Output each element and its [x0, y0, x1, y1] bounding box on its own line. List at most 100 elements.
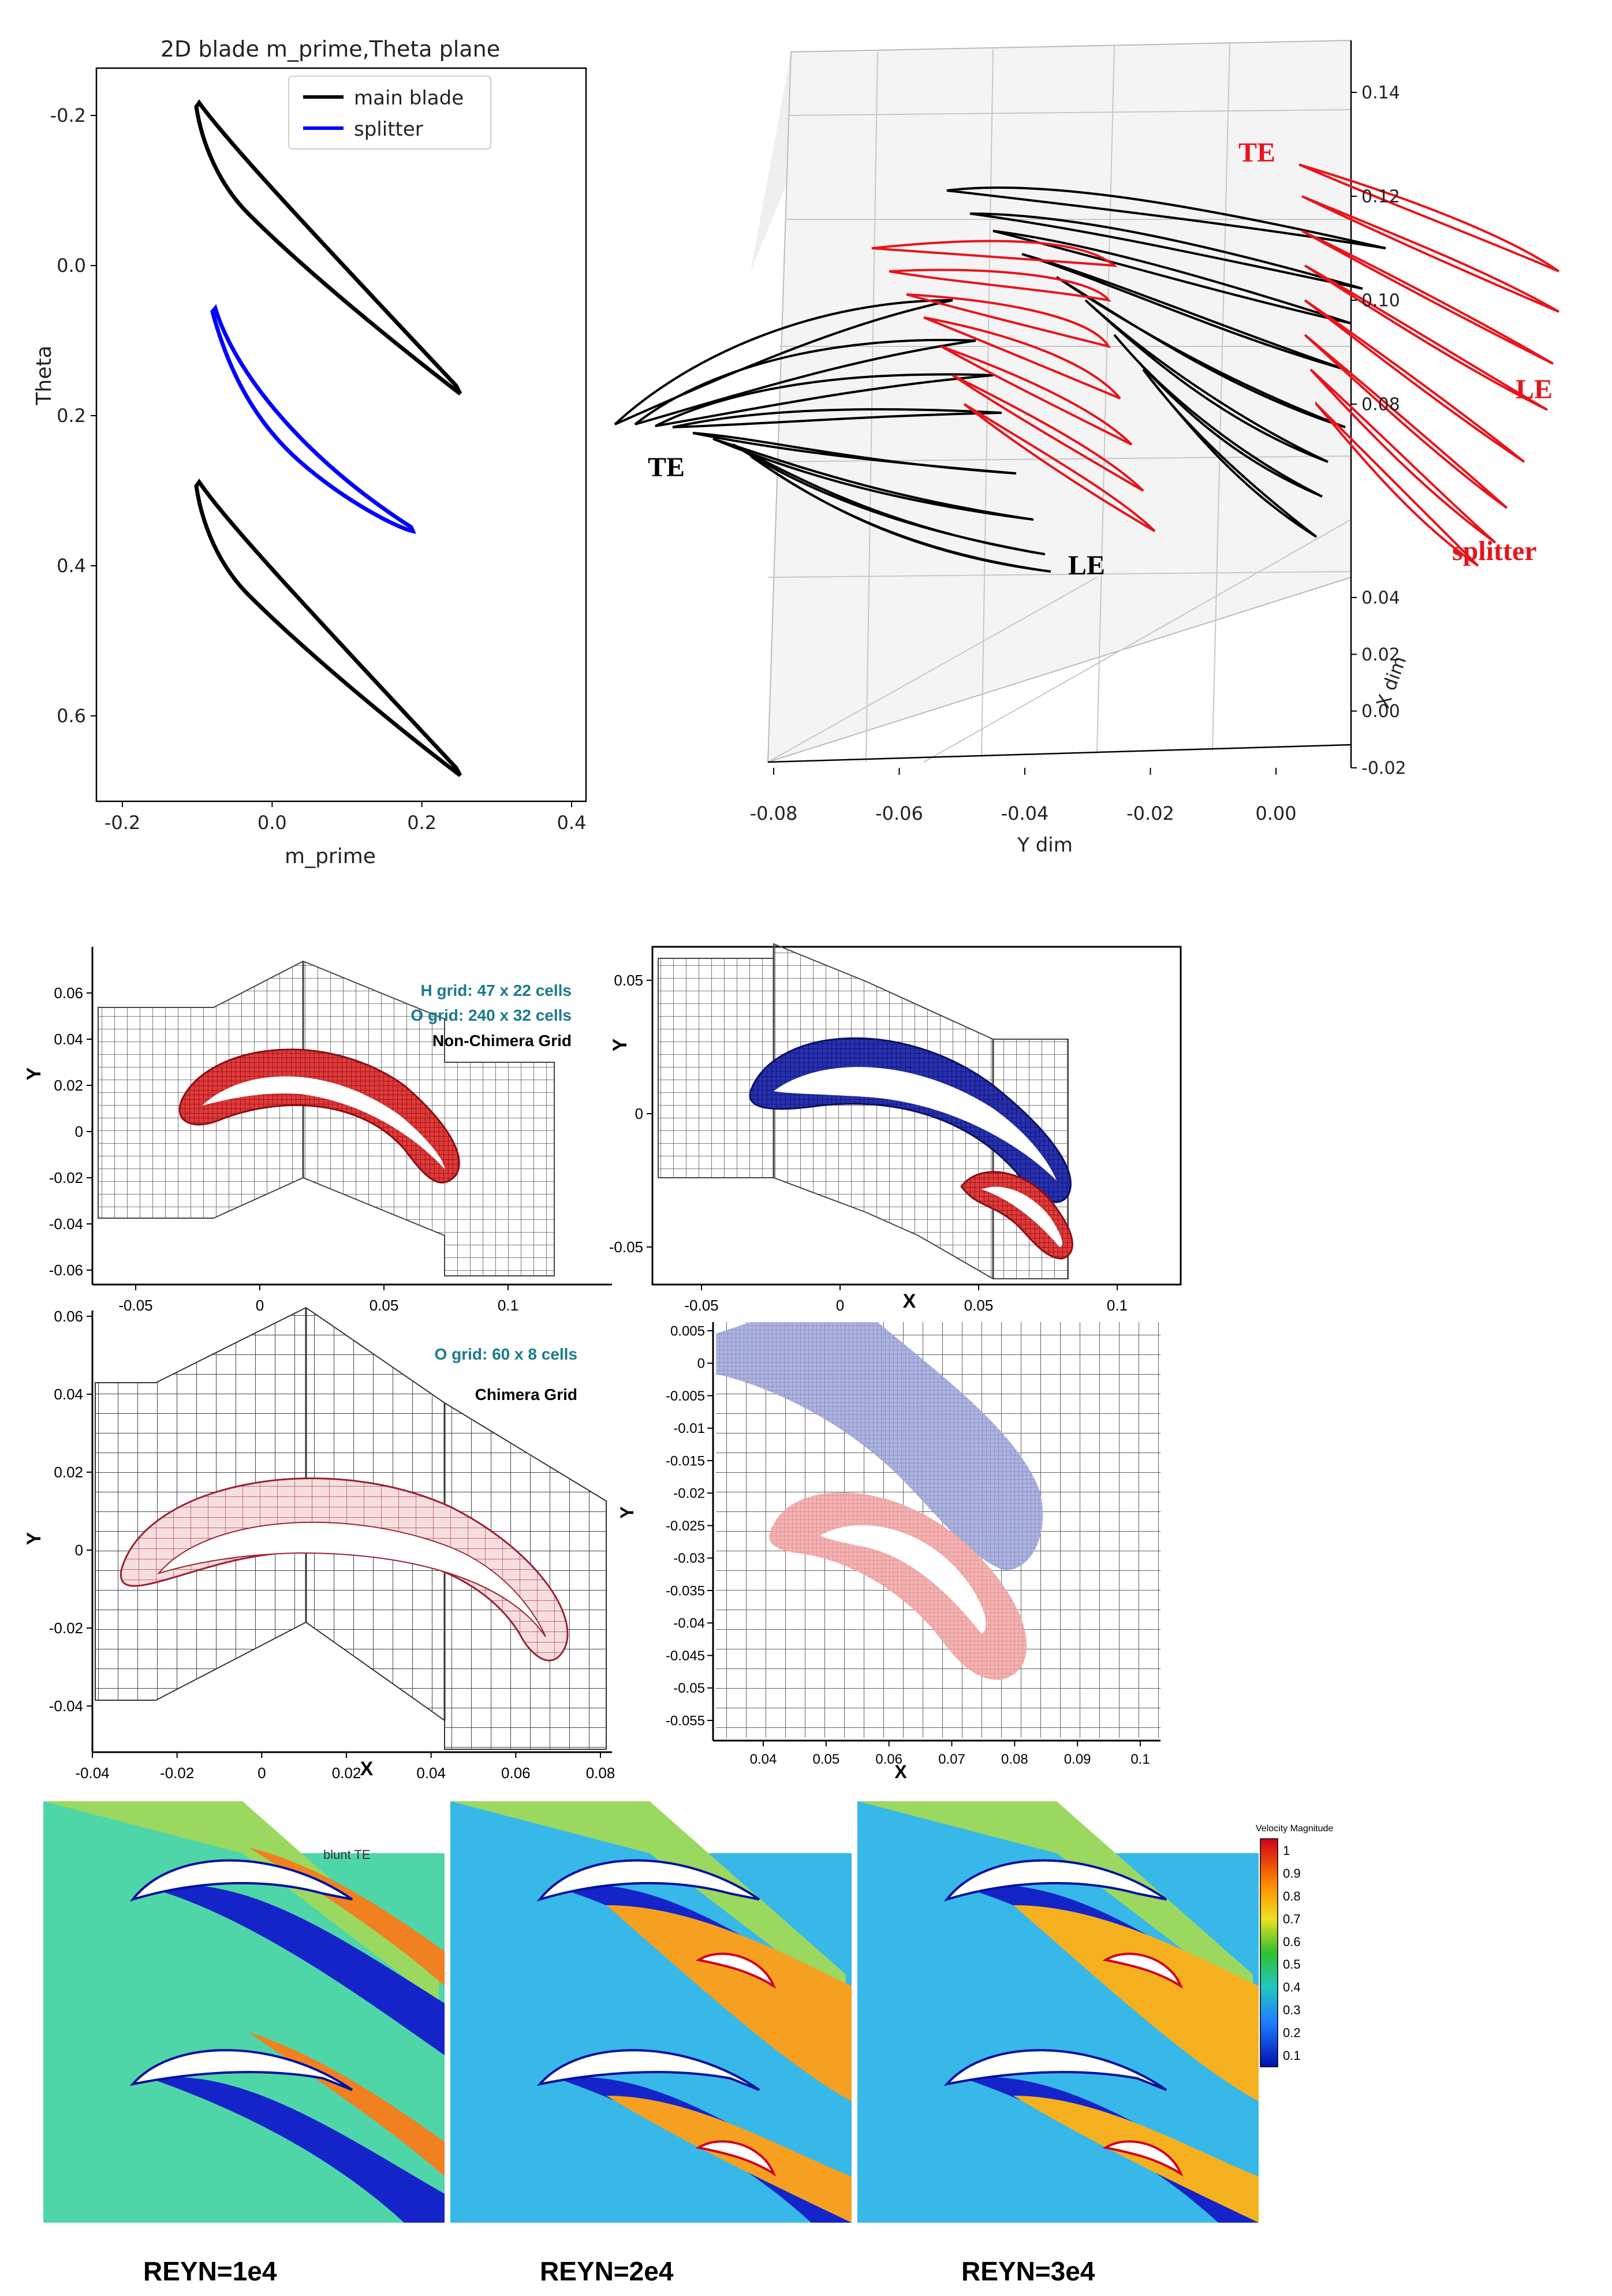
label-te-left: TE	[648, 452, 685, 483]
tick-label: 0.04	[750, 1752, 777, 1767]
tick-label: 0.1	[1107, 1297, 1128, 1314]
tick-label: -0.04	[1001, 802, 1049, 824]
chart1-title: 2D blade m_prime,Theta plane	[161, 36, 500, 62]
tick-label: 0	[836, 1297, 844, 1314]
tick-label: -0.02	[49, 1169, 83, 1186]
cfd-contours: blunt TE Velocity M	[43, 1801, 1333, 2286]
tick-label: 0.02	[54, 1077, 83, 1094]
tick-label: 0	[258, 1764, 266, 1782]
tick-label: -0.02	[49, 1619, 83, 1637]
tick-label: 0.02	[1361, 645, 1400, 665]
tick-label: 0.05	[812, 1752, 839, 1767]
colorbar-label: 0.7	[1283, 1912, 1301, 1926]
chart2-xlabel: Y dim	[1017, 834, 1073, 857]
blade-family-red-2	[1298, 163, 1560, 567]
label-splitter: splitter	[1452, 536, 1537, 566]
chart5-xlabel: X	[360, 1758, 374, 1780]
tick-label: 0.2	[57, 405, 86, 427]
tick-label: 0.08	[586, 1764, 615, 1782]
colorbar-label: 0.1	[1283, 2048, 1301, 2063]
blade-family-red-1	[871, 240, 1156, 532]
tick-label: 0.00	[1361, 701, 1400, 722]
chart4-ticks: -0.05 0 0.05 0.1 0.05 0 -0.05	[609, 972, 1128, 1314]
chart4-ylabel: Y	[609, 1038, 631, 1051]
note-chimera: Chimera Grid	[475, 1386, 577, 1403]
main-blade-bottom	[194, 478, 462, 777]
chart1-xlabel: m_prime	[285, 845, 376, 868]
colorbar-label: 0.8	[1283, 1889, 1301, 1903]
panel-label-reyn3: REYN=3e4	[961, 2256, 1095, 2286]
tick-label: 0.4	[557, 812, 587, 834]
tick-label: 0.6	[57, 705, 86, 727]
tick-label: 0.14	[1361, 83, 1400, 103]
chart1-ylabel: Theta	[32, 345, 56, 405]
tick-label: 0.04	[1361, 588, 1400, 608]
red-splitter-mesh	[960, 1171, 1073, 1260]
tick-label: -0.05	[673, 1681, 705, 1696]
tick-label: 0.4	[57, 555, 86, 577]
colorbar-title: Velocity Magnitude	[1256, 1824, 1333, 1834]
note-non-chimera: Non-Chimera Grid	[432, 1032, 572, 1050]
chart6-ticks: 0.04 0.05 0.06 0.07 0.08 0.09 0.1 0.005 0 -0.005 -…	[666, 1323, 1150, 1767]
chart1-axes	[95, 67, 587, 802]
tick-label: -0.02	[673, 1486, 705, 1502]
tick-label: 0.0	[57, 255, 86, 277]
tick-label: -0.03	[673, 1551, 705, 1566]
colorbar-label: 0.9	[1283, 1866, 1301, 1880]
chart6-ylabel: Y	[617, 1506, 637, 1518]
tick-label: 0.1	[498, 1297, 518, 1314]
colorbar-label: 0.6	[1283, 1935, 1301, 1949]
colorbar-label: 0.3	[1283, 2003, 1301, 2017]
splitter-blade	[210, 304, 416, 534]
tick-label: -0.005	[666, 1388, 705, 1404]
tick-label: -0.04	[673, 1616, 705, 1632]
tick-label: -0.06	[875, 802, 923, 824]
tick-label: 0.2	[407, 812, 436, 834]
note-h-grid: H grid: 47 x 22 cells	[421, 981, 572, 999]
tick-label: 0.04	[416, 1764, 446, 1782]
tick-label: 0.06	[501, 1764, 531, 1782]
tick-label: 0	[256, 1297, 264, 1314]
tick-label: 0.06	[54, 984, 83, 1002]
tick-label: -0.04	[49, 1697, 83, 1715]
tick-label: 0.06	[54, 1308, 83, 1325]
chart3-ticks: -0.05 0 0.05 0.1 0.06 0.04 0.02 0 -0.02 -0.04 -0.0…	[49, 984, 518, 1314]
velocity-colorbar: Velocity Magnitude 1 0.9 0.8 0.7 0.6 0.5 0.4 0.…	[1256, 1824, 1333, 2067]
tick-label: -0.025	[666, 1518, 705, 1534]
legend-main-blade: main blade	[354, 87, 464, 110]
tick-label: 0.05	[370, 1297, 399, 1314]
note-o-grid-chimera: O grid: 60 x 8 cells	[435, 1345, 577, 1363]
chart5-ylabel: Y	[23, 1532, 45, 1545]
note-blunt-te: blunt TE	[323, 1847, 371, 1862]
tick-label: 0.08	[1001, 1752, 1028, 1767]
chart6-xlabel: X	[894, 1761, 907, 1782]
tick-label: -0.06	[49, 1261, 83, 1279]
main-blade-top	[194, 99, 462, 395]
colorbar-ticks: 1 0.9 0.8 0.7 0.6 0.5 0.4 0.3 0.2 0.1	[1283, 1843, 1301, 2063]
tick-label: -0.015	[666, 1453, 705, 1469]
tick-label: -0.08	[750, 802, 798, 824]
cfd-panel-1: blunt TE	[43, 1801, 445, 2223]
chart1-legend: main blade splitter	[288, 76, 491, 150]
label-le-right: LE	[1516, 374, 1553, 405]
tick-label: 0	[75, 1123, 83, 1140]
tick-label: -0.2	[50, 104, 86, 126]
tick-label: 0.02	[332, 1764, 361, 1782]
tick-label: 0.005	[670, 1323, 705, 1339]
tick-label: 0.02	[54, 1464, 83, 1481]
tick-label: -0.02	[160, 1764, 194, 1782]
label-le-left: LE	[1068, 550, 1105, 581]
tick-label: 0	[75, 1541, 83, 1559]
colorbar-label: 0.5	[1283, 1957, 1301, 1972]
chart-overlap-zoom: 0.04 0.05 0.06 0.07 0.08 0.09 0.1 0.005 0 -0.005 -…	[617, 1322, 1161, 1782]
chart3-ylabel: Y	[23, 1067, 45, 1080]
tick-label: 0	[635, 1105, 643, 1122]
pink-blade-mesh	[120, 1477, 569, 1662]
tick-label: 0.12	[1361, 187, 1400, 207]
tick-label: 0.04	[54, 1386, 83, 1403]
tick-label: 0.07	[938, 1752, 965, 1767]
tick-label: -0.04	[49, 1215, 83, 1233]
colorbar-label: 0.2	[1283, 2026, 1301, 2040]
panel-label-reyn2: REYN=2e4	[540, 2256, 674, 2286]
